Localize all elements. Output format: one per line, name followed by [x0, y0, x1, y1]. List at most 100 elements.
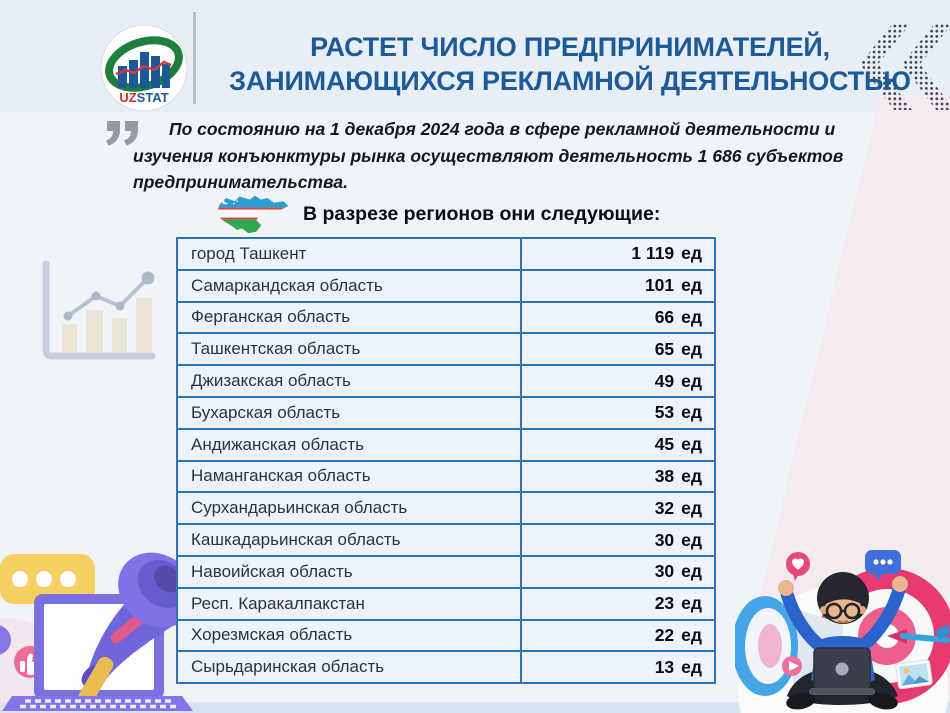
region-value-cell: 32 ед — [520, 491, 716, 526]
chart-doodle-icon — [42, 260, 156, 360]
region-value: 101 — [644, 275, 675, 296]
person — [778, 572, 908, 710]
region-value: 49 — [654, 370, 675, 391]
table-row: Кашкадарьинская область 30 ед — [176, 523, 716, 557]
quote-block: По состоянию на 1 декабря 2024 года в сф… — [106, 116, 908, 196]
logo-text: UZSTAT — [119, 90, 168, 105]
region-unit: ед — [681, 338, 702, 359]
region-unit: ед — [681, 434, 702, 455]
table-row: Сурхандарьинская область 32 ед — [176, 491, 716, 526]
region-value: 13 — [654, 656, 675, 677]
regions-table: город Ташкент 1 119 ед Самаркандская обла… — [176, 237, 716, 685]
region-value: 32 — [654, 497, 675, 518]
region-name-cell: Бухарская область — [176, 395, 522, 430]
region-value: 1 119 — [631, 243, 675, 264]
region-name-cell: Наманганская область — [176, 459, 522, 494]
region-value: 65 — [654, 338, 675, 359]
speech-bubble-icon — [0, 554, 95, 604]
table-row: Бухарская область 53 ед — [176, 395, 716, 430]
marketing-person-illustration — [735, 550, 950, 713]
region-unit: ед — [681, 243, 702, 264]
region-unit: ед — [681, 465, 702, 486]
region-unit: ед — [681, 656, 702, 677]
region-value-cell: 101 ед — [520, 268, 716, 303]
region-value: 23 — [654, 593, 675, 614]
region-unit: ед — [681, 624, 702, 645]
title-line-1: РАСТЕТ ЧИСЛО ПРЕДПРИНИМАТЕЛЕЙ, — [310, 32, 830, 62]
table-row: Самаркандская область 101 ед — [176, 268, 716, 303]
region-value: 53 — [654, 402, 675, 423]
table-row: Джизакская область 49 ед — [176, 364, 716, 398]
region-name-cell: Сырьдаринская область — [176, 650, 522, 685]
region-unit: ед — [681, 497, 702, 518]
region-value-cell: 22 ед — [520, 618, 716, 653]
region-unit: ед — [681, 306, 702, 327]
laptop-keyboard — [2, 696, 193, 711]
region-name-cell: Хорезмская область — [176, 618, 522, 653]
glasses-icon — [825, 602, 861, 620]
region-value-cell: 66 ед — [520, 300, 716, 335]
region-value-cell: 45 ед — [520, 427, 716, 462]
region-unit: ед — [681, 529, 702, 550]
region-unit: ед — [681, 561, 702, 582]
header-divider — [193, 12, 196, 104]
subtitle-row: В разрезе регионов они следующие: — [214, 192, 660, 236]
region-value-cell: 65 ед — [520, 332, 716, 367]
region-value: 38 — [654, 465, 675, 486]
region-unit: ед — [681, 402, 702, 423]
quote-text: По состоянию на 1 декабря 2024 года в сф… — [133, 119, 844, 193]
title-line-2: ЗАНИМАЮЩИХСЯ РЕКЛАМНОЙ ДЕЯТЕЛЬНОСТЬЮ — [229, 66, 911, 96]
quote-icon — [106, 121, 138, 146]
region-value: 30 — [654, 529, 675, 550]
region-name-cell: Кашкадарьинская область — [176, 523, 522, 557]
table-row: Хорезмская область 22 ед — [176, 618, 716, 653]
region-value-cell: 1 119 ед — [520, 237, 716, 271]
table-row: Респ. Каракалпакстан 23 ед — [176, 586, 716, 621]
megaphone-laptop-illustration — [0, 552, 195, 713]
region-value: 30 — [654, 561, 675, 582]
region-name-cell: Респ. Каракалпакстан — [176, 586, 522, 621]
region-value: 66 — [654, 306, 675, 327]
region-value-cell: 38 ед — [520, 459, 716, 494]
region-name-cell: Джизакская область — [176, 364, 522, 398]
play-button-icon — [782, 656, 802, 676]
uzbekistan-flag-map-icon — [216, 195, 289, 234]
region-value-cell: 49 ед — [520, 364, 716, 398]
region-name-cell: Навоийская область — [176, 554, 522, 589]
regions-table-body: город Ташкент 1 119 ед Самаркандская обла… — [176, 237, 716, 685]
region-name-cell: Ферганская область — [176, 300, 522, 335]
section-subtitle: В разрезе регионов они следующие: — [303, 202, 661, 225]
region-name-cell: Сурхандарьинская область — [176, 491, 522, 526]
region-value-cell: 30 ед — [520, 523, 716, 557]
region-value-cell: 30 ед — [520, 554, 716, 589]
table-row: Сырьдаринская область 13 ед — [176, 650, 716, 685]
region-value-cell: 53 ед — [520, 395, 716, 430]
purple-badge-icon — [0, 625, 11, 655]
region-name-cell: город Ташкент — [176, 237, 522, 271]
chat-bubble-icon — [865, 550, 901, 581]
region-name-cell: Самаркандская область — [176, 268, 522, 303]
region-name-cell: Андижанская область — [176, 427, 522, 462]
table-row: город Ташкент 1 119 ед — [176, 237, 716, 271]
region-unit: ед — [681, 593, 702, 614]
heart-bubble-icon — [786, 552, 810, 581]
region-value-cell: 23 ед — [520, 586, 716, 621]
chevrons-icon — [860, 24, 950, 110]
region-value: 45 — [654, 434, 675, 455]
table-row: Наманганская область 38 ед — [176, 459, 716, 494]
region-value-cell: 13 ед — [520, 650, 716, 685]
region-unit: ед — [681, 275, 702, 296]
table-row: Ферганская область 66 ед — [176, 300, 716, 335]
table-row: Андижанская область 45 ед — [176, 427, 716, 462]
region-name-cell: Ташкентская область — [176, 332, 522, 367]
laptop-lid-icon — [809, 647, 875, 695]
logo-trendline — [115, 60, 172, 76]
logo-swoosh — [105, 36, 183, 92]
page-title: РАСТЕТ ЧИСЛО ПРЕДПРИНИМАТЕЛЕЙ, ЗАНИМАЮЩИ… — [205, 30, 935, 98]
region-value: 22 — [654, 624, 675, 645]
table-row: Ташкентская область 65 ед — [176, 332, 716, 367]
table-row: Навоийская область 30 ед — [176, 554, 716, 589]
bottom-strip — [0, 702, 950, 713]
photo-card-icon — [895, 659, 933, 690]
